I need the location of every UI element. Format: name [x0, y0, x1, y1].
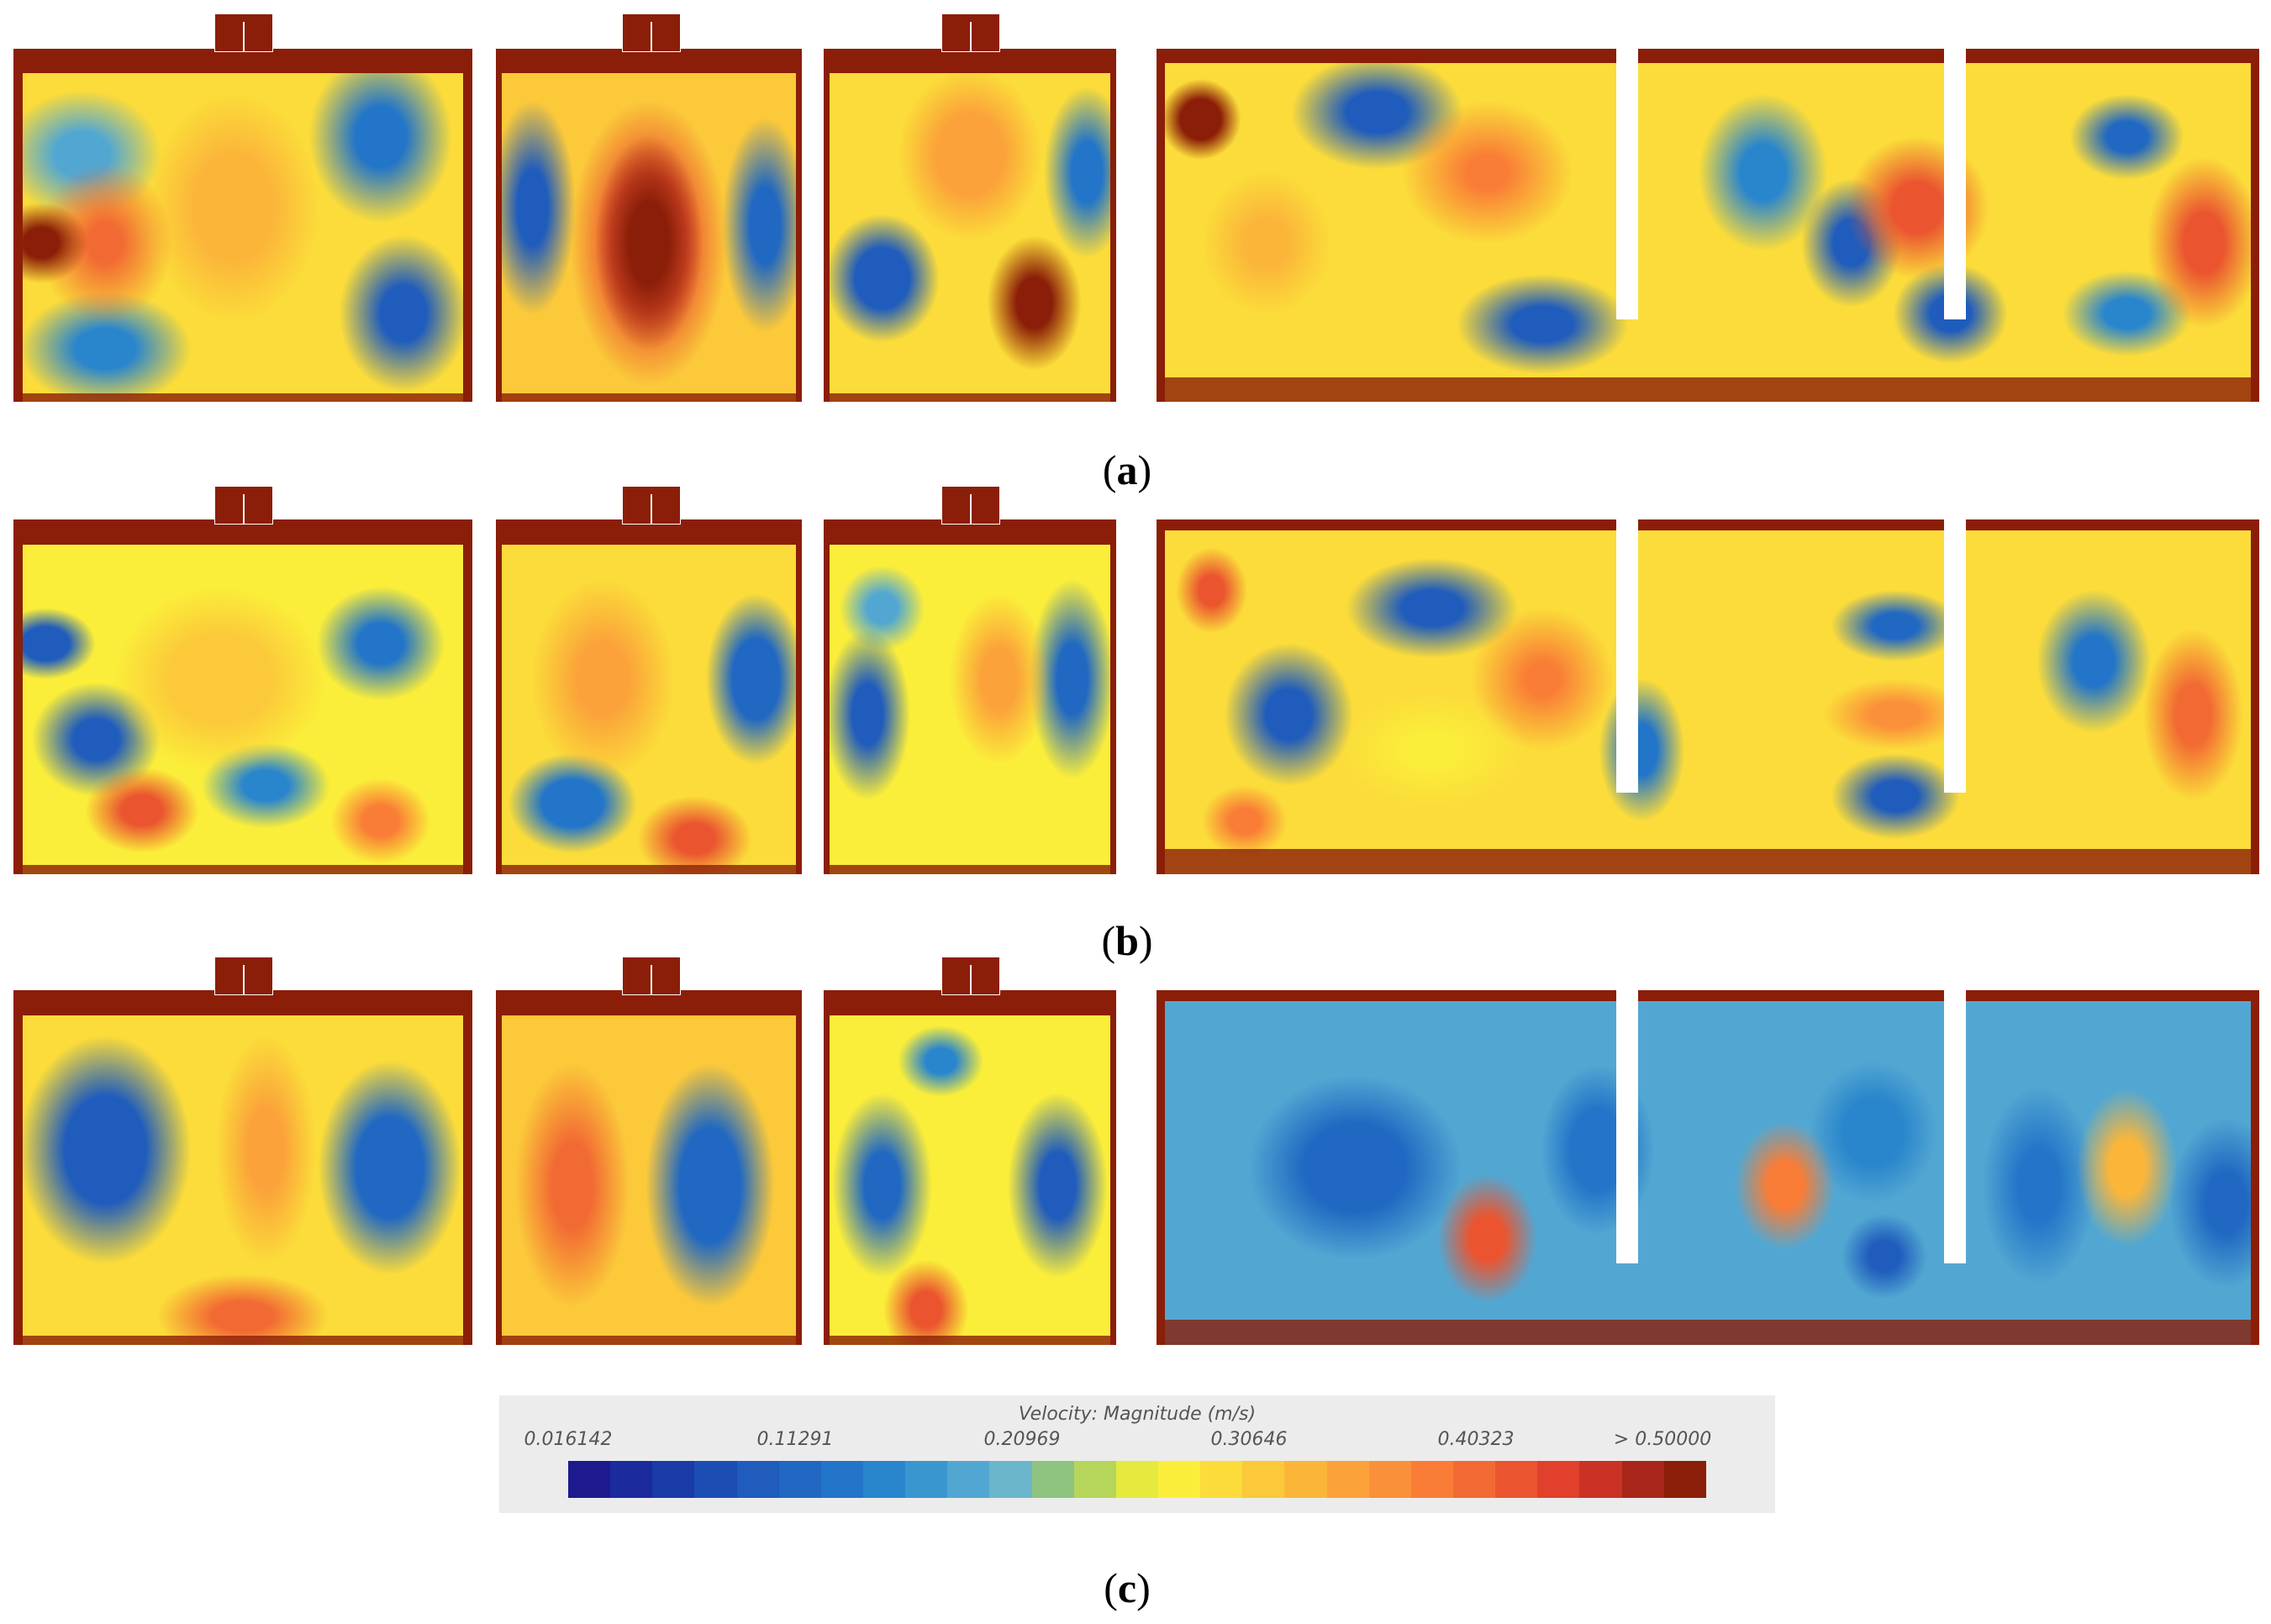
legend-segment	[736, 1461, 779, 1498]
legend-segment	[1326, 1461, 1369, 1498]
baffle-b2	[1944, 519, 1966, 793]
inlet-c3	[941, 957, 1000, 995]
legend-tick-2: 0.20969	[983, 1429, 1061, 1450]
row-c	[0, 0, 2271, 1362]
inlet-b1	[214, 486, 273, 525]
legend-tick-5: > 0.50000	[1613, 1429, 1712, 1450]
legend-segment	[1200, 1461, 1243, 1498]
inlet-a1	[214, 13, 273, 52]
legend-segment	[1242, 1461, 1285, 1498]
inlet-c1	[214, 957, 273, 995]
row-a: (a)	[0, 0, 2271, 493]
contour-panel-b4	[1157, 519, 2259, 874]
legend-segment	[610, 1461, 653, 1498]
legend-segment	[1368, 1461, 1411, 1498]
legend-tick-1: 0.11291	[756, 1429, 834, 1450]
baffle-a2	[1944, 49, 1966, 319]
legend-segment	[862, 1461, 906, 1498]
legend-segment	[1410, 1461, 1453, 1498]
legend-segment	[1663, 1461, 1706, 1498]
contour-panel-a1	[13, 49, 472, 402]
legend-segment	[1157, 1461, 1201, 1498]
caption-b: (b)	[1101, 917, 1153, 964]
legend-segment	[1284, 1461, 1327, 1498]
contour-panel-a4	[1157, 49, 2259, 402]
inlet-b2	[622, 486, 681, 525]
legend-segment	[1495, 1461, 1538, 1498]
baffle-c2	[1944, 990, 1966, 1263]
inlet-c2	[622, 957, 681, 995]
contour-panel-b1	[13, 519, 472, 874]
caption-c: (c)	[1104, 1564, 1151, 1611]
baffle-a1	[1616, 49, 1638, 319]
contour-panel-a2	[496, 49, 802, 402]
baffle-b1	[1616, 519, 1638, 793]
contour-panel-c1	[13, 990, 472, 1345]
contour-panel-a3	[824, 49, 1116, 402]
legend-tick-0: 0.016142	[524, 1429, 613, 1450]
legend-segment	[694, 1461, 737, 1498]
legend-segment	[1031, 1461, 1074, 1498]
legend-segment	[1115, 1461, 1158, 1498]
contour-panel-c4	[1157, 990, 2259, 1345]
legend-segment	[1452, 1461, 1496, 1498]
contour-panel-c3	[824, 990, 1116, 1345]
legend-segment	[568, 1461, 611, 1498]
legend-segment	[1537, 1461, 1580, 1498]
baffle-c1	[1616, 990, 1638, 1263]
legend-color-bar	[568, 1461, 1706, 1498]
inlet-a3	[941, 13, 1000, 52]
contour-panel-b2	[496, 519, 802, 874]
contour-panel-b3	[824, 519, 1116, 874]
inlet-a2	[622, 13, 681, 52]
velocity-legend: Velocity: Magnitude (m/s) 0.016142 0.112…	[499, 1395, 1775, 1513]
legend-segment	[1073, 1461, 1116, 1498]
legend-segment	[778, 1461, 821, 1498]
legend-title: Velocity: Magnitude (m/s)	[1018, 1404, 1257, 1425]
legend-segment	[989, 1461, 1032, 1498]
legend-segment	[1621, 1461, 1664, 1498]
contour-panel-c2	[496, 990, 802, 1345]
legend-tick-4: 0.40323	[1437, 1429, 1515, 1450]
legend-segment	[947, 1461, 990, 1498]
legend-segment	[820, 1461, 863, 1498]
row-b: (b)	[0, 0, 2271, 958]
caption-a: (a)	[1102, 446, 1152, 493]
inlet-b3	[941, 486, 1000, 525]
legend-segment	[1579, 1461, 1622, 1498]
legend-segment	[905, 1461, 948, 1498]
legend-segment	[652, 1461, 695, 1498]
legend-tick-3: 0.30646	[1210, 1429, 1288, 1450]
